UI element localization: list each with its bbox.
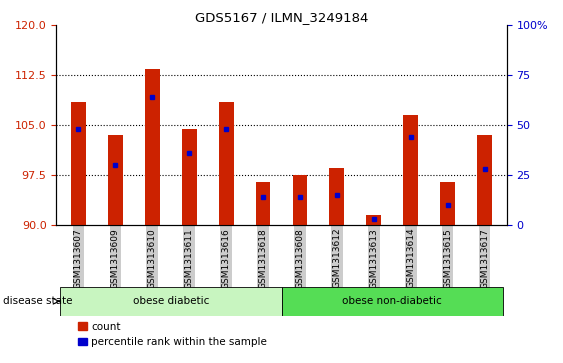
Bar — [145, 69, 160, 225]
Text: obese non-diabetic: obese non-diabetic — [342, 296, 442, 306]
Legend: count, percentile rank within the sample: count, percentile rank within the sample — [78, 322, 267, 347]
Bar — [108, 135, 123, 225]
Bar — [477, 135, 492, 225]
Bar — [282, 287, 503, 316]
Bar — [219, 102, 234, 225]
Bar — [329, 168, 344, 225]
Bar — [256, 182, 270, 225]
Bar — [367, 215, 381, 225]
Text: disease state: disease state — [3, 296, 72, 306]
Bar — [440, 182, 455, 225]
Bar — [293, 175, 307, 225]
Bar — [71, 102, 86, 225]
Text: obese diabetic: obese diabetic — [132, 296, 209, 306]
Bar — [60, 287, 282, 316]
Bar — [182, 129, 196, 225]
Title: GDS5167 / ILMN_3249184: GDS5167 / ILMN_3249184 — [195, 11, 368, 24]
Bar — [403, 115, 418, 225]
